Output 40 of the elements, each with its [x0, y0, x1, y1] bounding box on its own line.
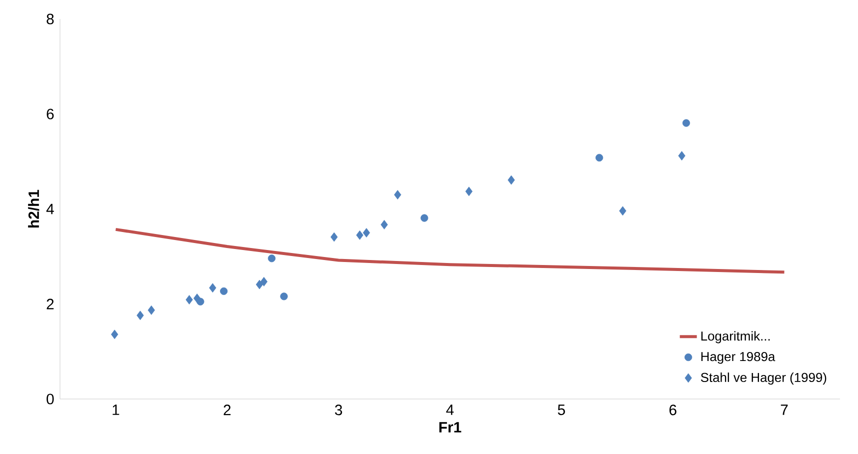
point — [394, 190, 402, 200]
point — [268, 254, 276, 262]
x-tick-label: 7 — [780, 404, 788, 415]
point — [136, 310, 144, 320]
x-axis-title: Fr1 — [439, 422, 462, 432]
point — [420, 214, 428, 222]
point — [678, 151, 686, 160]
y-tick-label: 6 — [46, 108, 54, 120]
point — [220, 287, 228, 295]
x-tick-label: 5 — [558, 404, 565, 416]
point — [330, 232, 338, 242]
point — [682, 119, 690, 127]
point — [209, 283, 216, 293]
y-tick-label: 0 — [46, 394, 54, 404]
point — [465, 186, 473, 196]
point — [260, 276, 268, 286]
x-tick-label: 4 — [446, 404, 454, 415]
y-tick-label: 8 — [46, 14, 54, 24]
x-tick-label: 6 — [669, 404, 676, 416]
point — [508, 175, 515, 185]
point — [193, 294, 201, 303]
y-tick-label: 2 — [46, 298, 54, 310]
point — [362, 228, 370, 238]
point — [111, 330, 118, 340]
legend-label: Logaritmik... — [701, 331, 770, 344]
y-axis-title: h2/h1 — [28, 190, 40, 228]
point — [148, 305, 155, 315]
point — [280, 292, 288, 300]
point — [186, 295, 193, 304]
point — [256, 280, 264, 290]
point — [596, 154, 604, 162]
point — [356, 230, 364, 240]
legend-label: Stahl ve Hager (1999) — [700, 372, 826, 385]
legend-label: Hager 1989a — [701, 352, 776, 364]
x-tick-label: 2 — [224, 404, 231, 416]
y-tick-label: 4 — [46, 204, 54, 214]
point — [380, 220, 388, 230]
point — [619, 206, 626, 216]
x-tick-label: 3 — [334, 404, 342, 416]
x-tick-label: 1 — [112, 404, 120, 415]
